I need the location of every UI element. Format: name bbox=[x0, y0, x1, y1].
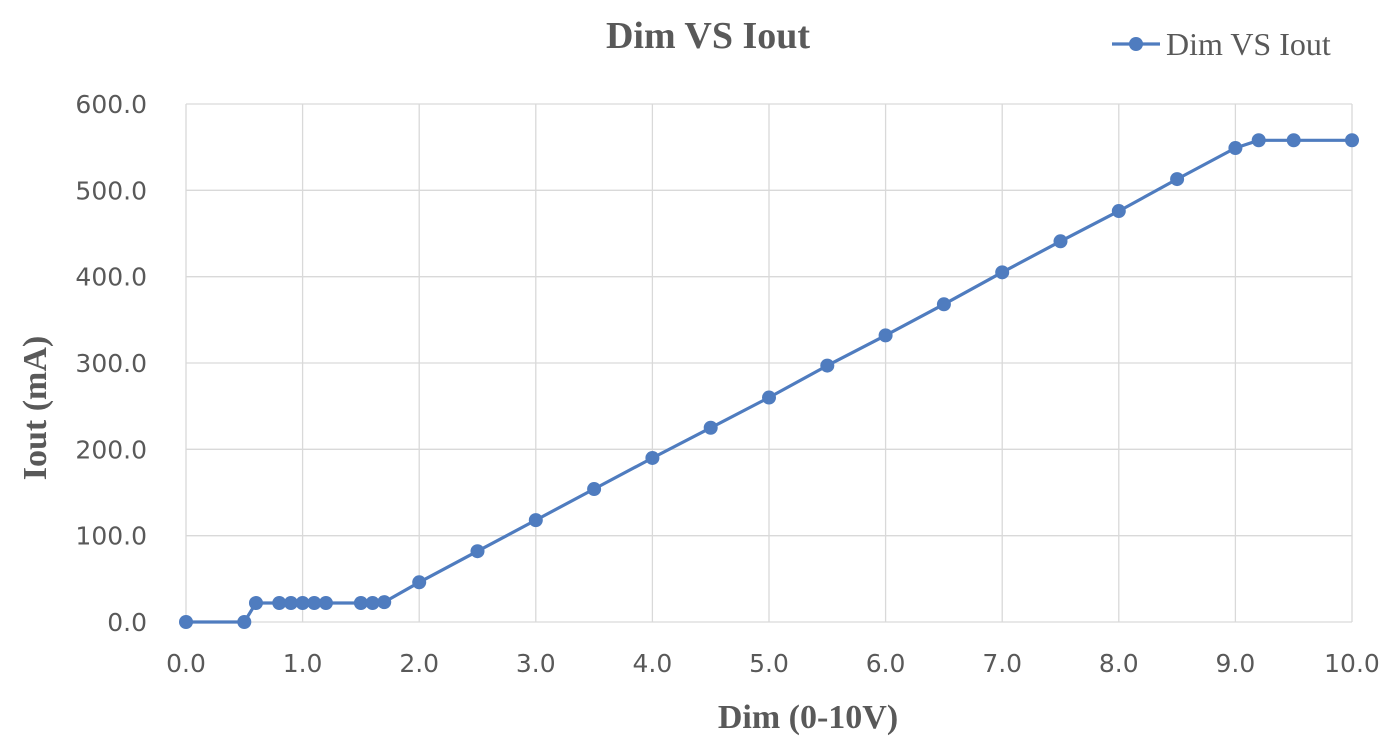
data-point bbox=[272, 596, 287, 611]
tick-labels: 0.0 1.0 2.0 3.0 4.0 5.0 6.0 7.0 8.0 9.0 10.0 0.0 100… bbox=[75, 90, 1379, 678]
x-tick-label: 5.0 bbox=[749, 649, 789, 678]
data-point bbox=[365, 596, 380, 611]
data-point bbox=[1286, 133, 1301, 148]
data-point bbox=[878, 328, 893, 343]
data-point bbox=[412, 575, 427, 590]
data-point bbox=[295, 596, 310, 611]
series-group bbox=[179, 133, 1359, 629]
y-tick-label: 300.0 bbox=[75, 349, 147, 378]
data-point bbox=[1053, 234, 1068, 249]
legend-point-marker bbox=[1129, 37, 1143, 51]
y-tick-label: 200.0 bbox=[75, 435, 147, 464]
data-point bbox=[936, 297, 951, 312]
data-point bbox=[1345, 133, 1359, 148]
x-tick-label: 8.0 bbox=[1099, 649, 1139, 678]
data-point bbox=[645, 450, 660, 465]
data-point bbox=[1170, 172, 1185, 187]
data-point bbox=[353, 596, 368, 611]
x-tick-label: 7.0 bbox=[982, 649, 1022, 678]
data-point bbox=[283, 596, 298, 611]
data-point bbox=[1228, 141, 1243, 156]
data-point bbox=[528, 513, 543, 528]
data-point bbox=[587, 482, 602, 497]
y-tick-label: 0.0 bbox=[107, 608, 147, 637]
data-point bbox=[995, 265, 1010, 280]
x-tick-label: 2.0 bbox=[399, 649, 439, 678]
data-point bbox=[248, 596, 263, 611]
chart-title: Dim VS Iout bbox=[606, 15, 810, 57]
x-tick-label: 0.0 bbox=[166, 649, 206, 678]
x-axis-title: Dim (0-10V) bbox=[718, 699, 898, 736]
x-tick-label: 1.0 bbox=[283, 649, 323, 678]
y-tick-label: 100.0 bbox=[75, 522, 147, 551]
grid bbox=[185, 103, 1353, 623]
data-point bbox=[237, 615, 252, 629]
x-tick-label: 10.0 bbox=[1324, 649, 1380, 678]
x-tick-label: 9.0 bbox=[1216, 649, 1256, 678]
data-point bbox=[470, 544, 485, 559]
y-tick-label: 500.0 bbox=[75, 176, 147, 205]
data-point bbox=[762, 390, 776, 405]
data-point bbox=[1251, 133, 1266, 148]
data-point bbox=[377, 595, 392, 610]
x-tick-label: 4.0 bbox=[633, 649, 673, 678]
data-point bbox=[307, 596, 322, 611]
data-point bbox=[703, 420, 718, 435]
data-point bbox=[1111, 204, 1126, 219]
data-point bbox=[179, 615, 193, 629]
y-axis-title: Iout (mA) bbox=[17, 336, 54, 480]
y-tick-label: 600.0 bbox=[75, 90, 147, 119]
y-tick-label: 400.0 bbox=[75, 263, 147, 292]
legend: Dim VS Iout bbox=[1112, 26, 1331, 62]
legend-label: Dim VS Iout bbox=[1166, 26, 1331, 62]
data-point bbox=[318, 596, 333, 611]
x-tick-label: 6.0 bbox=[866, 649, 906, 678]
data-point bbox=[820, 358, 835, 373]
x-tick-label: 3.0 bbox=[516, 649, 556, 678]
